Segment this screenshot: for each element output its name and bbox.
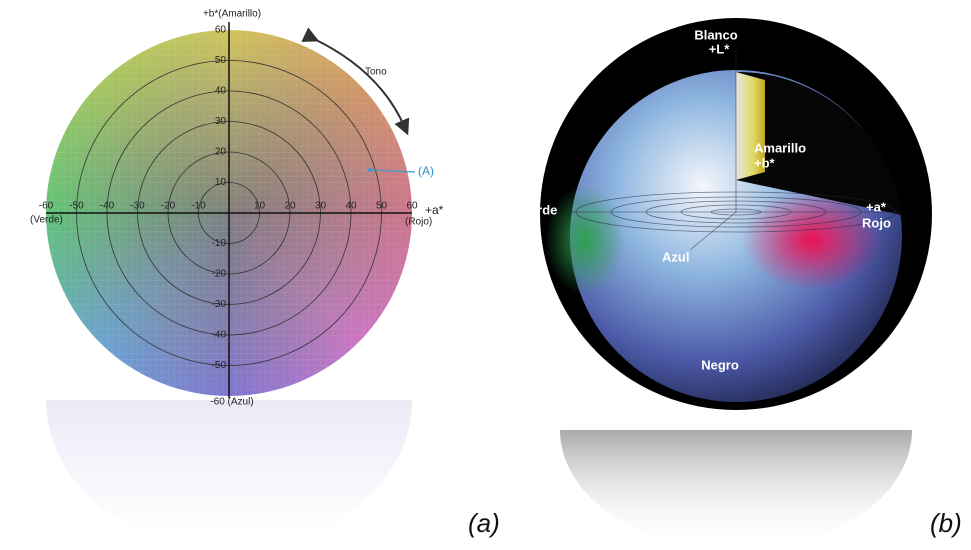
a-axis-label: +a* [866,199,887,214]
white-label: Blanco [694,27,737,42]
red-label: Rojo [862,215,891,230]
blue-label: Azul [662,249,689,264]
b-axis-label: +b* [754,155,776,170]
sphere-diagram: Blanco +L* Amarillo +b* Verde +a* Rojo A… [0,0,971,550]
l-axis-label: +L* [709,41,731,56]
caption: (a) [468,508,500,539]
green-label: Verde [522,202,557,217]
black-label: Negro [701,357,739,372]
yellow-label: Amarillo [754,140,806,155]
reflection [560,430,912,550]
page: +b*(Amarillo) Tono (A) +a* (Rojo) (Verde… [0,0,971,550]
caption: (b) [930,508,962,539]
